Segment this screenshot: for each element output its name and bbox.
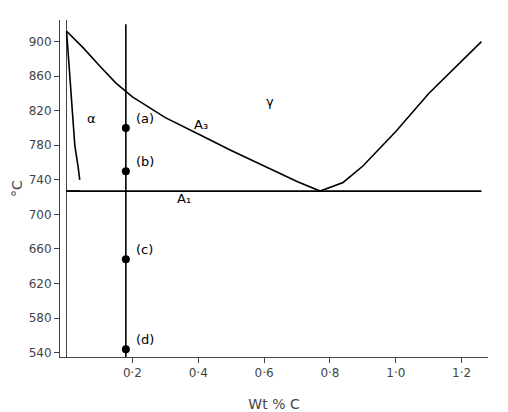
svg-text:1·0: 1·0 [386, 366, 405, 380]
svg-text:820: 820 [29, 104, 52, 118]
svg-text:γ: γ [266, 94, 274, 109]
svg-text:1·2: 1·2 [452, 366, 471, 380]
svg-text:700: 700 [29, 208, 52, 222]
svg-text:°C: °C [9, 180, 25, 197]
svg-text:(b): (b) [136, 154, 154, 169]
svg-text:α: α [87, 111, 96, 126]
svg-text:660: 660 [29, 242, 52, 256]
svg-text:900: 900 [29, 35, 52, 49]
svg-text:A₁: A₁ [177, 191, 191, 206]
svg-text:620: 620 [29, 277, 52, 291]
svg-text:(c): (c) [136, 242, 153, 257]
svg-text:(a): (a) [136, 111, 154, 126]
svg-text:860: 860 [29, 69, 52, 83]
svg-text:540: 540 [29, 346, 52, 360]
svg-text:0·6: 0·6 [255, 366, 274, 380]
svg-text:(d): (d) [136, 332, 154, 347]
svg-text:0·2: 0·2 [123, 366, 142, 380]
svg-text:0·8: 0·8 [320, 366, 339, 380]
svg-text:740: 740 [29, 173, 52, 187]
svg-text:A₃: A₃ [194, 117, 208, 132]
svg-text:Wt % C: Wt % C [248, 396, 300, 412]
svg-text:0·4: 0·4 [189, 366, 208, 380]
svg-text:580: 580 [29, 311, 52, 325]
svg-text:780: 780 [29, 138, 52, 152]
